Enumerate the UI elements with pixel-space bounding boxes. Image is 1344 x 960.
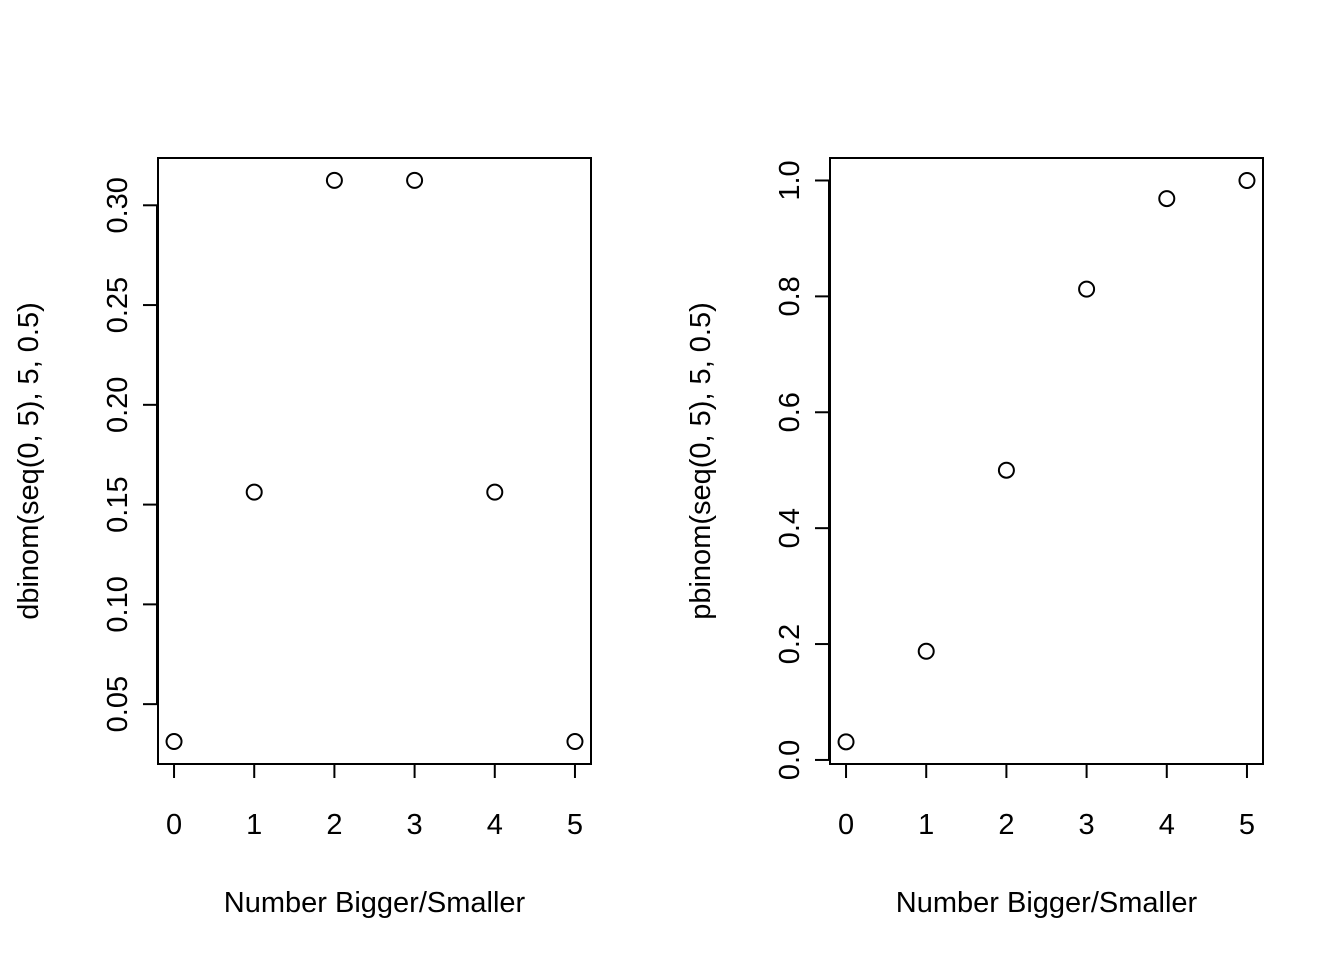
data-point (917, 642, 935, 660)
x-axis-label: Number Bigger/Smaller (224, 887, 526, 919)
data-point (165, 733, 183, 751)
y-tick-label: 0.05 (102, 676, 134, 732)
data-point (1158, 190, 1176, 208)
x-axis-label: Number Bigger/Smaller (896, 887, 1198, 919)
y-tick-label: 0.4 (774, 508, 806, 548)
x-tick-label: 5 (1239, 809, 1255, 841)
y-tick-label: 0.0 (774, 740, 806, 780)
y-tick-label: 0.6 (774, 392, 806, 432)
y-tick-label: 0.10 (102, 576, 134, 632)
y-tick-label: 0.2 (774, 624, 806, 664)
x-tick-label: 1 (246, 809, 262, 841)
data-point (837, 733, 855, 751)
right-panel-pbinom: 0 1 2 3 4 5 0.0 0.2 0.4 0.6 0.8 1.0 Number Bigger/Sm… (685, 157, 1264, 919)
x-tick-label: 5 (567, 809, 583, 841)
y-axis-label: pbinom(seq(0, 5), 5, 0.5) (685, 302, 717, 620)
y-axis-label: dbinom(seq(0, 5), 5, 0.5) (13, 302, 45, 620)
x-tick-label: 0 (838, 809, 854, 841)
data-point (566, 733, 584, 751)
data-point (325, 171, 343, 189)
y-tick-label: 0.15 (102, 476, 134, 532)
data-point (406, 171, 424, 189)
data-point (245, 483, 263, 501)
x-tick-label: 4 (487, 809, 503, 841)
y-tick-label: 1.0 (774, 160, 806, 200)
x-tick-label: 0 (166, 809, 182, 841)
y-tick-label: 0.8 (774, 276, 806, 316)
x-tick-label: 2 (326, 809, 342, 841)
y-tick-label: 0.30 (102, 177, 134, 233)
data-point (486, 483, 504, 501)
x-tick-label: 3 (407, 809, 423, 841)
x-tick-label: 4 (1159, 809, 1175, 841)
y-tick-label: 0.20 (102, 377, 134, 433)
x-tick-label: 2 (998, 809, 1014, 841)
data-point (1078, 280, 1096, 298)
data-point (997, 461, 1015, 479)
data-point (1238, 171, 1256, 189)
x-tick-label: 3 (1079, 809, 1095, 841)
y-tick-label: 0.25 (102, 277, 134, 333)
left-panel-dbinom: 0 1 2 3 4 5 0.05 0.10 0.15 0.20 0.25 0.30 Number Big… (13, 157, 592, 919)
x-tick-label: 1 (918, 809, 934, 841)
